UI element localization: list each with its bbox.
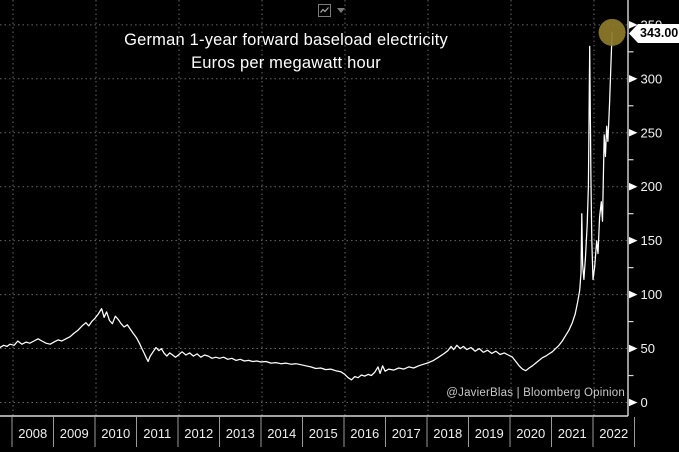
y-tick-arrow <box>629 236 638 245</box>
y-tick-arrow <box>629 182 638 191</box>
y-axis-tick-label: 100 <box>641 287 663 302</box>
y-tick-arrow <box>629 21 638 29</box>
x-axis-year-label: 2013 <box>226 426 255 441</box>
x-axis-year-label: 2020 <box>516 426 545 441</box>
y-tick-arrow <box>629 398 638 407</box>
chart-subtitle: Euros per megawatt hour <box>191 54 381 72</box>
x-axis-year-label: 2012 <box>184 426 213 441</box>
price-line <box>0 31 613 381</box>
x-axis-year-label: 2021 <box>558 426 587 441</box>
y-tick-arrow <box>629 75 638 83</box>
last-point-marker <box>598 18 626 46</box>
x-axis-year-label: 2011 <box>143 426 171 441</box>
y-axis-tick-label: 50 <box>641 341 655 356</box>
y-axis-tick-label: 250 <box>641 125 663 140</box>
y-axis-tick-label: 150 <box>641 233 663 248</box>
chevron-down-icon[interactable] <box>337 7 345 13</box>
x-axis-year-label: 2019 <box>475 426 504 441</box>
x-axis-year-label: 2010 <box>101 426 130 441</box>
chart-mini-toolbar <box>318 3 345 17</box>
x-axis-year-label: 2009 <box>60 426 89 441</box>
x-axis-year-label: 2015 <box>309 426 338 441</box>
x-axis-year-label: 2018 <box>433 426 462 441</box>
chart-title-block: German 1-year forward baseload electrici… <box>86 29 486 75</box>
y-axis-tick-label: 300 <box>641 71 663 86</box>
chart-title: German 1-year forward baseload electrici… <box>124 31 448 49</box>
x-axis-year-label: 2008 <box>18 426 47 441</box>
y-tick-arrow <box>629 344 638 353</box>
x-axis-year-label: 2016 <box>350 426 379 441</box>
x-axis-year-label: 2022 <box>599 426 628 441</box>
y-tick-arrow <box>629 128 638 137</box>
last-price-label: 343.00 <box>640 26 679 40</box>
x-axis-year-label: 2014 <box>267 426 296 441</box>
watermark: @JavierBlas | Bloomberg Opinion <box>446 387 625 399</box>
y-axis-tick-label: 200 <box>641 179 663 194</box>
x-axis-year-label: 2017 <box>392 426 421 441</box>
line-chart-icon[interactable] <box>318 3 331 17</box>
last-price-tag: 343.00 <box>629 24 679 43</box>
y-tick-arrow <box>629 290 638 299</box>
y-axis-tick-label: 0 <box>641 395 648 410</box>
